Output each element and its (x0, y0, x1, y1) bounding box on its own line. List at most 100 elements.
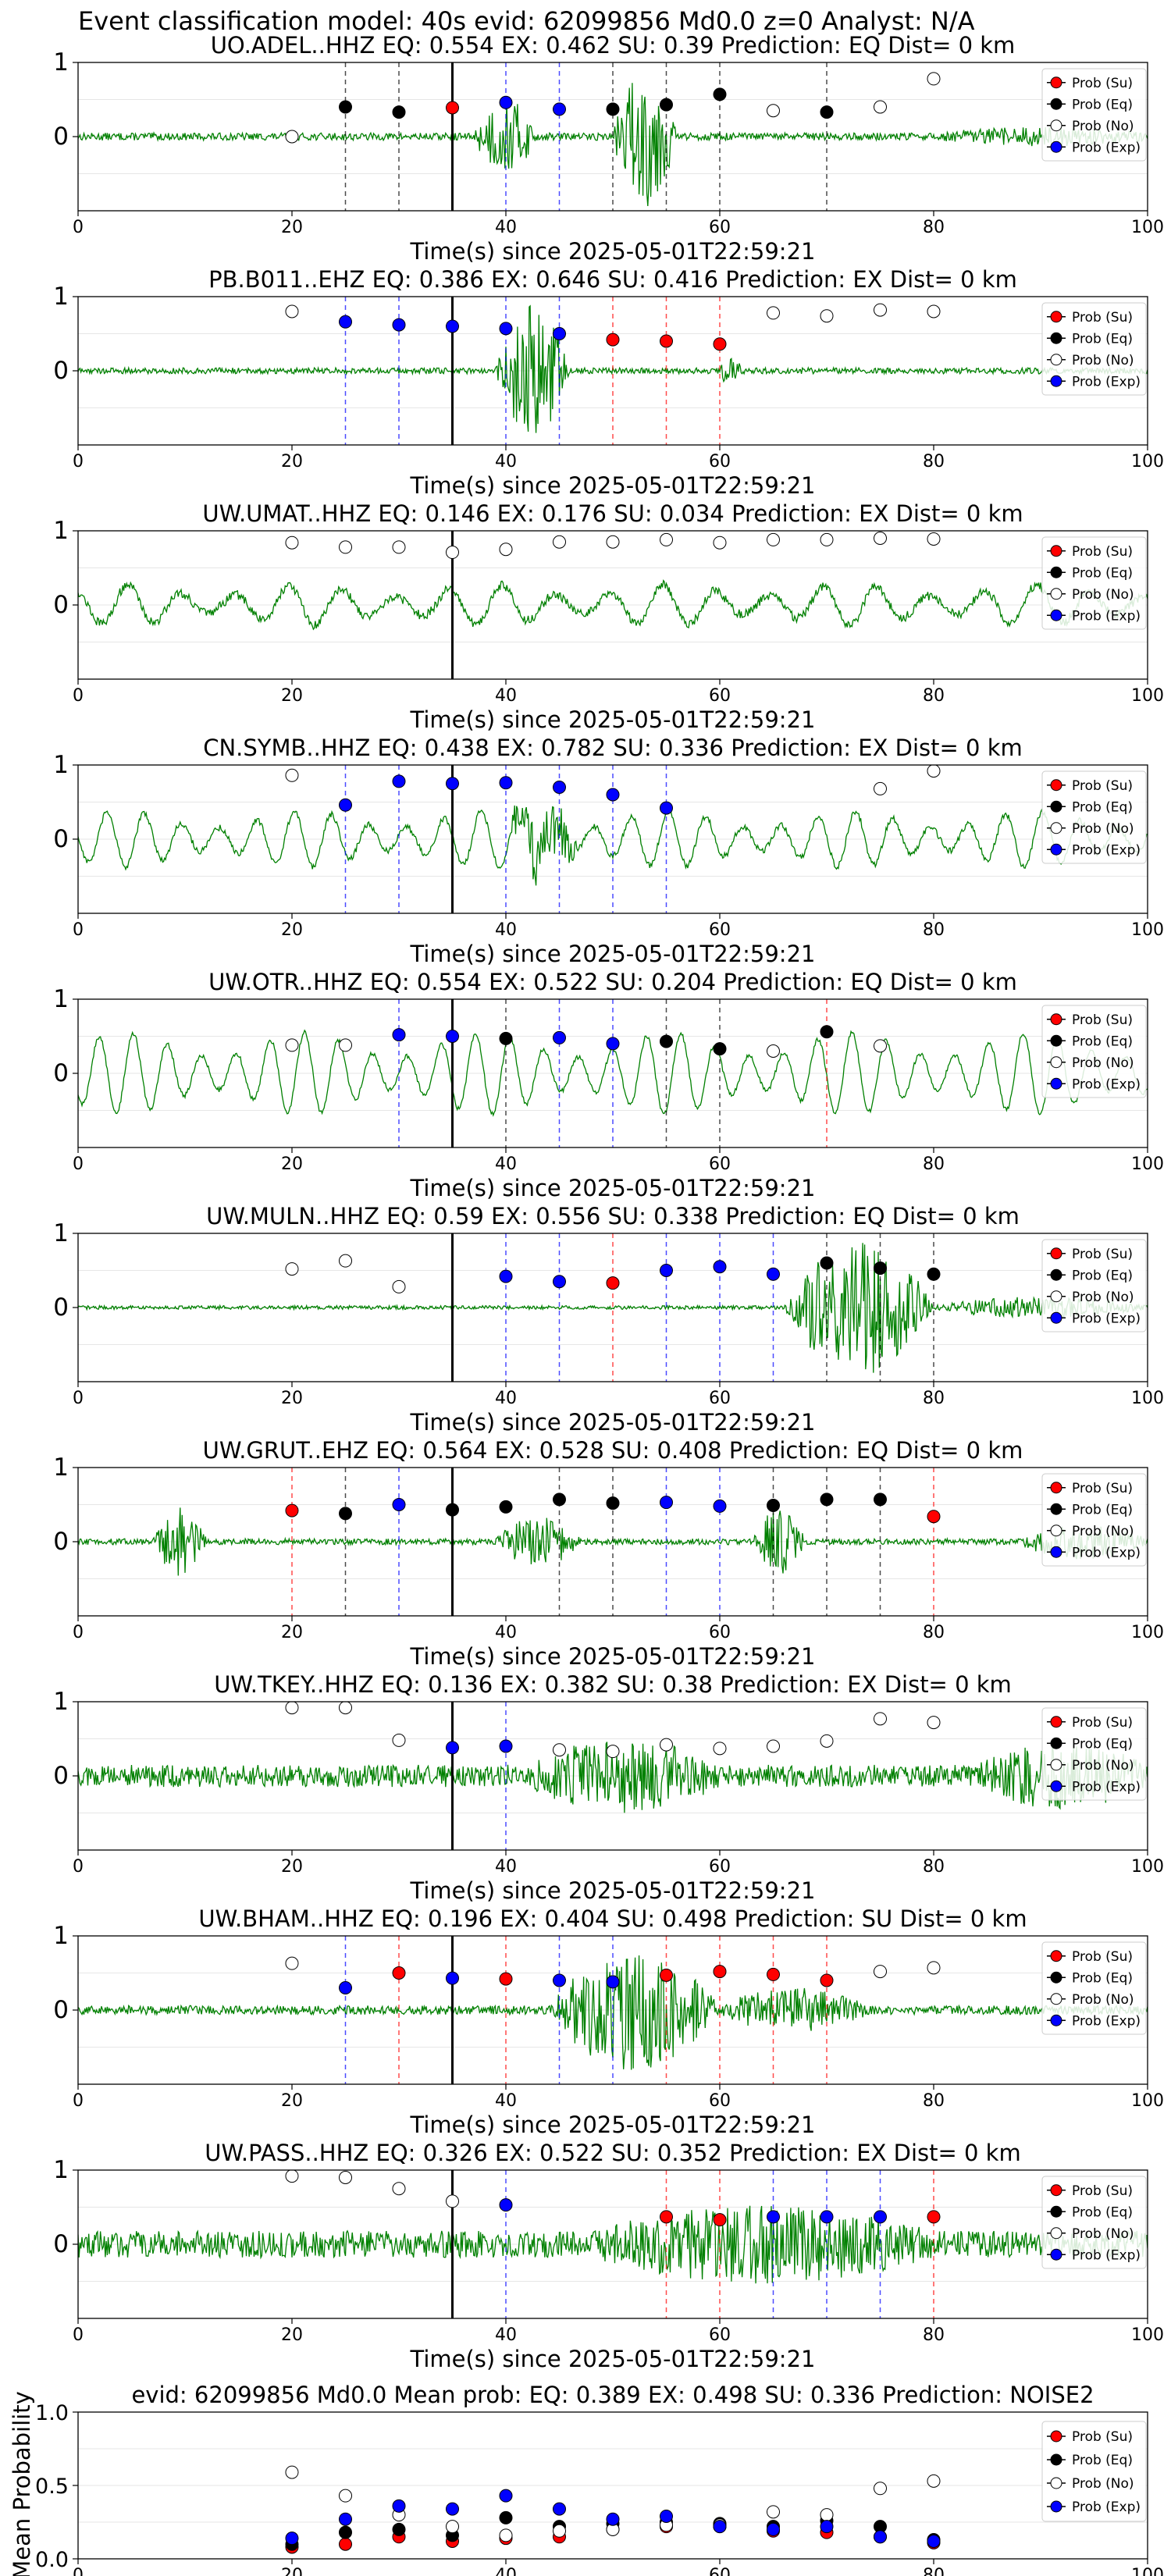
y-tick-label: 1 (53, 1453, 69, 1482)
x-tick-label: 80 (923, 218, 945, 237)
waveform-trace (78, 83, 1148, 207)
x-tick-label: 0 (73, 1155, 84, 1174)
mean-marker-no (927, 2474, 941, 2488)
legend-frame (1041, 1005, 1147, 1098)
waveform-trace (78, 2205, 1148, 2284)
prob-marker-exp (339, 315, 352, 329)
prob-marker-eq (820, 105, 834, 119)
plot-area (78, 1702, 1148, 1850)
mean-marker-no (767, 2505, 780, 2519)
prob-marker-no (874, 532, 887, 545)
x-tick-label: 20 (281, 1857, 303, 1877)
legend-frame (1041, 2176, 1147, 2269)
prob-marker-no (713, 535, 727, 550)
prob-marker-exp (874, 2210, 887, 2224)
prob-marker-su (660, 2210, 673, 2224)
y-tick-label: 0 (53, 825, 69, 853)
legend-label: Prob (Exp) (1072, 2247, 1141, 2263)
prob-marker-no (606, 1745, 620, 1759)
legend-label: Prob (Exp) (1072, 1311, 1141, 1326)
legend-label: Prob (Exp) (1072, 842, 1141, 858)
x-tick-label: 40 (495, 2091, 517, 2111)
y-tick-label: 1 (53, 1922, 69, 1950)
prob-marker-exp (339, 1981, 352, 1994)
x-tick-label: 0 (73, 2566, 84, 2576)
x-tick-label: 60 (709, 1623, 731, 1642)
prob-marker-no (285, 535, 299, 550)
x-tick-label: 60 (709, 686, 731, 706)
mean-marker-exp (927, 2534, 941, 2548)
legend-label: Prob (Eq) (1072, 565, 1133, 581)
plot-area (78, 62, 1148, 211)
prob-marker-no (285, 768, 299, 782)
x-tick-label: 80 (923, 2566, 945, 2576)
prob-marker-no (285, 2170, 299, 2183)
prob-marker-no (339, 1254, 352, 1268)
x-tick-label: 20 (281, 1623, 303, 1642)
prob-marker-no (392, 2182, 406, 2196)
prob-marker-su (660, 1968, 673, 1982)
prob-marker-exp (392, 1028, 406, 1042)
legend-marker-exp (1050, 141, 1062, 153)
x-tick-label: 20 (281, 920, 303, 940)
prob-marker-no (767, 1739, 780, 1753)
x-tick-label: 60 (709, 2566, 731, 2576)
prob-marker-exp (446, 777, 459, 791)
prob-marker-su (285, 1503, 299, 1517)
legend-marker-su (1050, 1716, 1062, 1728)
x-tick-label: 100 (1131, 920, 1164, 940)
x-axis-label: Time(s) since 2025-05-01T22:59:21 (410, 1175, 816, 1201)
prob-marker-no (767, 1044, 780, 1058)
prob-marker-exp (767, 1267, 780, 1281)
mean-marker-exp (874, 2530, 887, 2544)
prob-marker-no (874, 1039, 887, 1053)
x-axis-label: Time(s) since 2025-05-01T22:59:21 (410, 1409, 816, 1436)
x-tick-label: 0 (73, 686, 84, 706)
plot-area (78, 297, 1148, 445)
legend-label: Prob (Su) (1072, 1247, 1133, 1262)
chart-panel-7: UW.TKEY..HHZ EQ: 0.136 EX: 0.382 SU: 0.3… (53, 1671, 1164, 1904)
legend-label: Prob (Eq) (1072, 1502, 1133, 1517)
legend-label: Prob (Eq) (1072, 1268, 1133, 1283)
legend-marker-eq (1050, 1034, 1062, 1047)
y-tick-label: 0.5 (35, 2475, 69, 2499)
prob-marker-no (285, 1956, 299, 1970)
legend-marker-su (1050, 1482, 1062, 1494)
chart-panel-3: CN.SYMB..HHZ EQ: 0.438 EX: 0.782 SU: 0.3… (53, 735, 1164, 967)
x-tick-label: 80 (923, 1623, 945, 1642)
prob-marker-no (446, 2194, 459, 2208)
x-tick-label: 20 (281, 1155, 303, 1174)
mean-marker-no (446, 2520, 459, 2534)
y-tick-label: 0 (53, 591, 69, 619)
legend-marker-su (1050, 1950, 1062, 1962)
legend-marker-no (1050, 1759, 1062, 1771)
legend-label: Prob (No) (1072, 2226, 1134, 2242)
prob-marker-eq (820, 1493, 834, 1507)
x-tick-label: 0 (73, 2325, 84, 2345)
legend-label: Prob (Eq) (1072, 1736, 1133, 1752)
x-axis-label: Time(s) since 2025-05-01T22:59:21 (410, 2112, 816, 2138)
prob-marker-exp (553, 1275, 566, 1289)
legend-marker-eq (1050, 1971, 1062, 1984)
mean-marker-exp (339, 2512, 352, 2526)
legend-label: Prob (Eq) (1072, 2204, 1133, 2220)
legend-label: Prob (Su) (1072, 76, 1133, 91)
mean-marker-no (874, 2482, 887, 2496)
prob-marker-no (820, 309, 834, 323)
prob-marker-exp (553, 1973, 566, 1987)
mean-marker-exp (392, 2499, 406, 2513)
legend-label: Prob (Eq) (1072, 97, 1133, 112)
legend-marker-su (1050, 2184, 1062, 2197)
legend-marker-eq (1050, 800, 1062, 813)
y-tick-label: 1 (53, 517, 69, 545)
y-tick-label: 1 (53, 283, 69, 311)
plot-area (78, 2448, 1148, 2554)
prob-marker-no (499, 543, 513, 557)
prob-marker-no (285, 304, 299, 318)
prob-marker-no (874, 781, 887, 795)
x-tick-label: 100 (1131, 2091, 1164, 2111)
legend-marker-no (1050, 822, 1062, 834)
legend-marker-no (1050, 2227, 1062, 2240)
prob-marker-eq (499, 1500, 513, 1514)
panel-title: PB.B011..EHZ EQ: 0.386 EX: 0.646 SU: 0.4… (208, 266, 1017, 293)
